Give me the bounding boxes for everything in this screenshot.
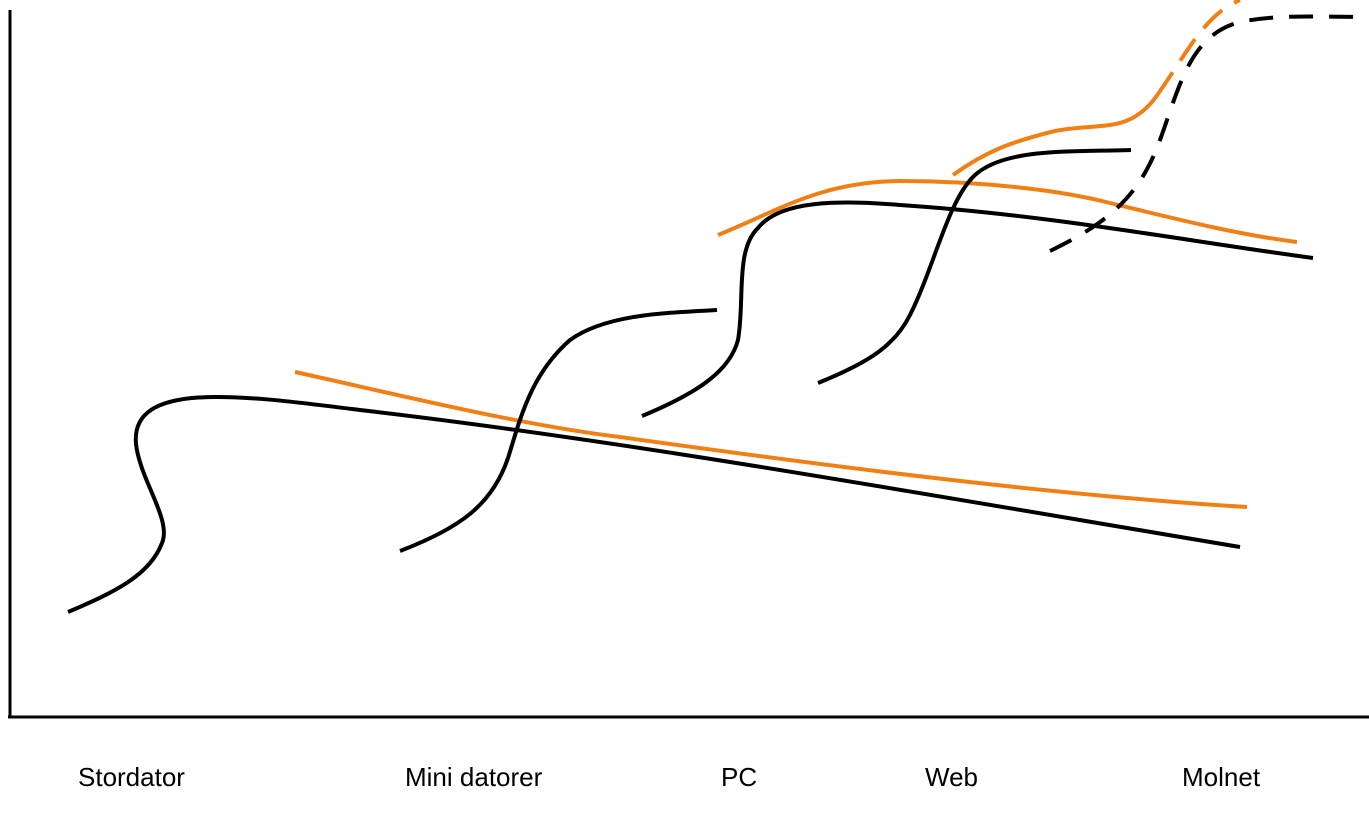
stordator-black-curve [67, 394, 1241, 614]
molnet-orange-dashed-curve [1156, 0, 1241, 96]
stordator-orange-curve [294, 370, 1248, 509]
molnet-black-dashed-curve [1049, 14, 1369, 253]
pc-orange-curve [717, 179, 1298, 244]
pc-black-curve [641, 200, 1314, 418]
era-label-web: Web [925, 762, 978, 792]
web-orange-curve [951, 92, 1160, 177]
era-label-molnet: Molnet [1182, 762, 1261, 792]
era-label-pc: PC [721, 762, 757, 792]
era-label-stordator: Stordator [78, 762, 185, 792]
era-label-mini-datorer: Mini datorer [405, 762, 543, 792]
web-black-curve [817, 148, 1132, 385]
mini-black-curve [399, 308, 718, 553]
